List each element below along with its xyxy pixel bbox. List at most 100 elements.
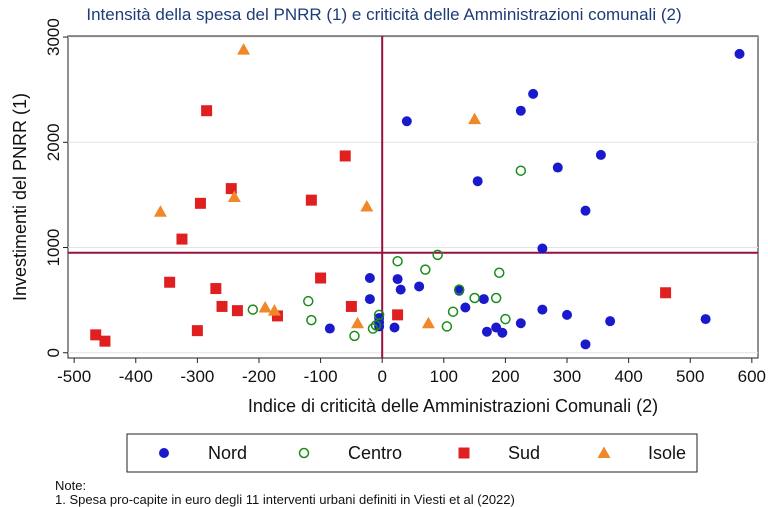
point-nord (374, 321, 385, 332)
point-nord (528, 88, 539, 99)
point-nord (364, 273, 375, 284)
point-sud (210, 283, 222, 295)
point-centro (490, 292, 502, 304)
point-nord (537, 243, 548, 254)
point-sud (194, 197, 206, 209)
point-nord (734, 48, 745, 59)
point-nord (537, 304, 548, 315)
point-centro (306, 314, 317, 326)
point-nord (552, 162, 563, 173)
point-nord (414, 281, 425, 292)
point-nord (515, 318, 526, 329)
point-isole (360, 199, 374, 212)
point-isole (237, 43, 251, 55)
point-nord (395, 284, 406, 295)
y-tick-label: 3000 (44, 18, 63, 56)
point-sud (216, 300, 228, 312)
legend-marker-centro (298, 447, 310, 459)
x-tick-label: -200 (242, 367, 276, 386)
y-axis-label: Investimenti del PNRR (1) (10, 93, 30, 301)
legend-label-centro: Centro (348, 443, 402, 463)
point-sud (225, 183, 237, 195)
point-nord (472, 176, 483, 187)
legend-marker-sud (458, 447, 470, 459)
point-sud (201, 105, 213, 117)
legend-label-sud: Sud (508, 443, 540, 463)
point-sud (305, 194, 317, 206)
legend-marker-nord (159, 448, 169, 458)
x-tick-label: 500 (676, 367, 704, 386)
note-line-1: 1. Spesa pro-capite in euro degli 11 int… (55, 492, 515, 507)
point-nord (562, 309, 573, 320)
point-centro (349, 330, 360, 342)
x-tick-label: 300 (553, 367, 581, 386)
point-sud (90, 329, 102, 341)
x-tick-label: -500 (57, 367, 91, 386)
point-nord (605, 316, 616, 327)
x-tick-label: 400 (614, 367, 642, 386)
point-isole (421, 316, 435, 329)
point-sud (191, 325, 203, 337)
point-sud (345, 300, 357, 312)
point-isole (267, 304, 281, 316)
y-tick-label: 0 (44, 348, 63, 357)
point-centro (447, 306, 459, 317)
point-sud (164, 276, 176, 288)
point-sud (176, 233, 188, 245)
point-isole (227, 190, 241, 202)
point-centro (494, 267, 505, 279)
legend-label-isole: Isole (648, 443, 686, 463)
point-nord (460, 302, 471, 313)
point-sud (315, 272, 327, 284)
point-nord (364, 294, 375, 305)
point-sud (339, 150, 351, 162)
point-nord (481, 326, 492, 337)
point-nord (580, 339, 591, 350)
x-tick-label: -400 (119, 367, 153, 386)
point-nord (392, 274, 403, 285)
plot-frame (67, 35, 759, 359)
x-tick-label: 100 (430, 367, 458, 386)
point-nord (700, 314, 711, 325)
point-sud (660, 287, 672, 299)
point-centro (515, 165, 527, 176)
note-label: Note: (55, 478, 87, 493)
x-tick-label: 200 (491, 367, 519, 386)
point-centro (392, 255, 403, 267)
point-centro (367, 323, 379, 334)
point-centro (247, 304, 259, 315)
point-nord (324, 323, 335, 334)
point-centro (441, 321, 453, 332)
point-sud (231, 305, 243, 317)
point-isole (153, 205, 167, 217)
point-sud (392, 309, 404, 321)
point-centro (432, 249, 443, 261)
point-centro (420, 264, 431, 275)
point-nord (595, 149, 606, 160)
x-tick-label: 0 (377, 367, 386, 386)
x-tick-label: -100 (304, 367, 338, 386)
x-tick-label: -300 (180, 367, 214, 386)
legend-marker-isole (597, 446, 611, 458)
point-nord (389, 322, 400, 333)
point-nord (478, 294, 489, 305)
point-centro (370, 320, 382, 331)
point-nord (515, 105, 526, 116)
x-tick-label: 600 (738, 367, 766, 386)
point-sud (99, 335, 111, 347)
point-sud (271, 310, 283, 322)
chart-title: Intensità della spesa del PNRR (1) e cri… (86, 5, 682, 24)
point-nord (401, 116, 412, 127)
legend-label-nord: Nord (208, 443, 247, 463)
point-centro (500, 313, 511, 325)
point-centro (469, 292, 480, 304)
y-tick-label: 2000 (44, 123, 63, 161)
point-centro (373, 309, 385, 321)
point-isole (258, 300, 272, 313)
point-isole (351, 316, 365, 329)
point-nord (580, 205, 591, 216)
point-nord (497, 327, 508, 338)
point-centro (303, 295, 314, 307)
x-axis-label: Indice di criticità delle Amministrazion… (248, 396, 658, 416)
